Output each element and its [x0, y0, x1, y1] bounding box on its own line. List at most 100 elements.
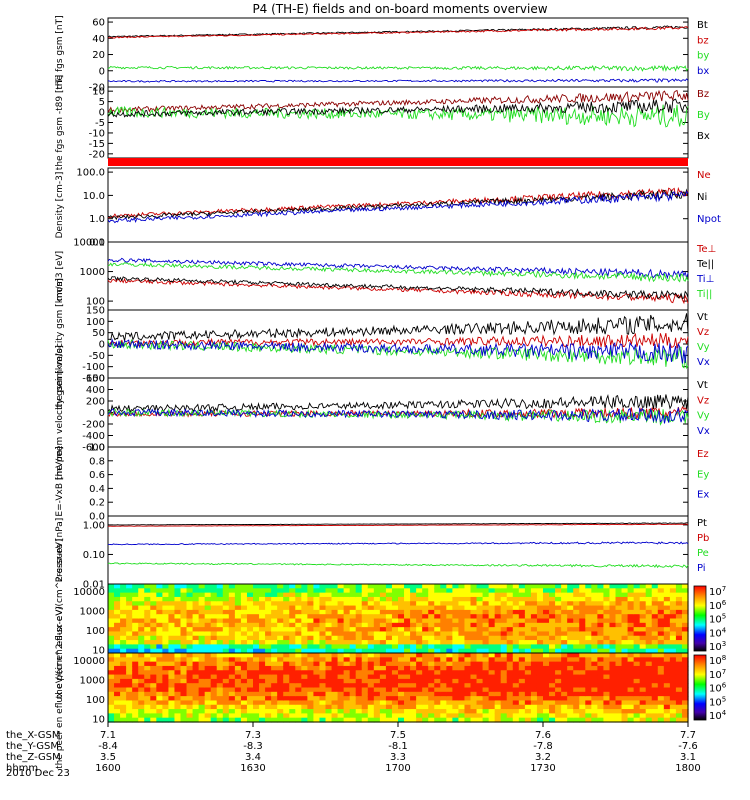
heatmap-cell [319, 653, 327, 658]
heatmap-cell [500, 631, 508, 637]
heatmap-cell [186, 596, 194, 602]
heatmap-cell [446, 640, 453, 645]
series-te-line [107, 276, 689, 300]
heatmap-cell [603, 640, 611, 645]
heatmap-cell [246, 709, 254, 714]
heatmap-cell [669, 661, 677, 667]
heatmap-cell [651, 661, 659, 667]
heatmap-cell [621, 657, 629, 663]
heatmap-cell [422, 713, 429, 719]
heatmap-cell [428, 717, 435, 723]
heatmap-cell [410, 696, 417, 702]
heatmap-cell [210, 665, 218, 671]
heatmap-cell [138, 605, 145, 611]
heatmap-cell [331, 683, 339, 689]
heatmap-cell [265, 609, 272, 615]
heatmap-cell [404, 687, 411, 693]
heatmap-cell [398, 622, 405, 628]
heatmap-cell [385, 696, 393, 702]
heatmap-cell [458, 596, 466, 602]
heatmap-cell [301, 584, 308, 589]
heatmap-cell [518, 631, 526, 637]
heatmap-cell [476, 601, 484, 607]
heatmap-cell [482, 601, 490, 607]
heatmap-cell [391, 588, 399, 594]
heatmap-cell [180, 596, 188, 602]
heatmap-cell [283, 588, 290, 594]
heatmap-cell [114, 665, 121, 671]
heatmap-cell [379, 713, 387, 719]
heatmap-cell [198, 584, 206, 589]
heatmap-cell [416, 609, 423, 615]
heatmap-cell [603, 584, 611, 589]
heatmap-cell [536, 691, 544, 697]
heatmap-cell [422, 665, 429, 671]
heatmap-cell [404, 584, 411, 589]
heatmap-cell [633, 614, 641, 620]
heatmap-cell [283, 640, 290, 645]
heatmap-cell [669, 709, 677, 714]
heatmap-cell [645, 709, 653, 714]
heatmap-cell [536, 588, 544, 594]
heatmap-cell [476, 644, 484, 650]
heatmap-cell [446, 622, 453, 628]
heatmap-cell [621, 609, 629, 615]
heatmap-cell [410, 700, 417, 706]
heatmap-cell [361, 683, 369, 689]
heatmap-cell [669, 717, 677, 723]
heatmap-cell [126, 700, 133, 706]
legend-ez: Ez [697, 449, 709, 460]
heatmap-cell [192, 618, 200, 624]
heatmap-cell [319, 709, 327, 714]
heatmap-cell [681, 670, 689, 676]
heatmap-cell [265, 674, 272, 680]
heatmap-cell [555, 657, 562, 663]
heatmap-cell [416, 691, 423, 697]
heatmap-cell [452, 674, 460, 680]
heatmap-cell [591, 609, 598, 615]
heatmap-cell [265, 713, 272, 719]
heatmap-cell [651, 584, 659, 589]
heatmap-cell [452, 657, 460, 663]
heatmap-cell [277, 627, 284, 633]
heatmap-cell [549, 614, 556, 620]
heatmap-cell [530, 635, 538, 641]
heatmap-cell [240, 696, 248, 702]
heatmap-cell [222, 674, 230, 680]
heatmap-cell [627, 670, 635, 676]
heatmap-cell [609, 657, 617, 663]
heatmap-cell [168, 700, 176, 706]
heatmap-cell [391, 622, 399, 628]
heatmap-cell [518, 596, 526, 602]
heatmap-cell [337, 644, 345, 650]
heatmap-cell [222, 713, 230, 719]
heatmap-cell [669, 605, 677, 611]
heatmap-cell [295, 683, 302, 689]
heatmap-cell [343, 683, 351, 689]
heatmap-cell [114, 674, 121, 680]
heatmap-cell [657, 588, 665, 594]
heatmap-cell [307, 635, 315, 641]
heatmap-cell [530, 640, 538, 645]
heatmap-cell [295, 678, 302, 684]
heatmap-cell [422, 614, 429, 620]
heatmap-cell [434, 704, 441, 710]
heatmap-cell [621, 700, 629, 706]
heatmap-cell [561, 614, 568, 620]
heatmap-cell [373, 631, 381, 637]
heatmap-cell [603, 592, 611, 598]
series-vx-line [107, 406, 689, 424]
heatmap-cell [114, 678, 121, 684]
heatmap-cell [476, 700, 484, 706]
heatmap-cell [361, 618, 369, 624]
heatmap-cell [434, 596, 441, 602]
y-tick-label: -15 [89, 139, 105, 150]
heatmap-cell [675, 627, 683, 633]
heatmap-cell [512, 635, 520, 641]
heatmap-cell [675, 609, 683, 615]
heatmap-cell [458, 648, 466, 654]
heatmap-cell [108, 609, 115, 615]
heatmap-cell [621, 588, 629, 594]
heatmap-cell [174, 614, 182, 620]
heatmap-cell [567, 657, 574, 663]
